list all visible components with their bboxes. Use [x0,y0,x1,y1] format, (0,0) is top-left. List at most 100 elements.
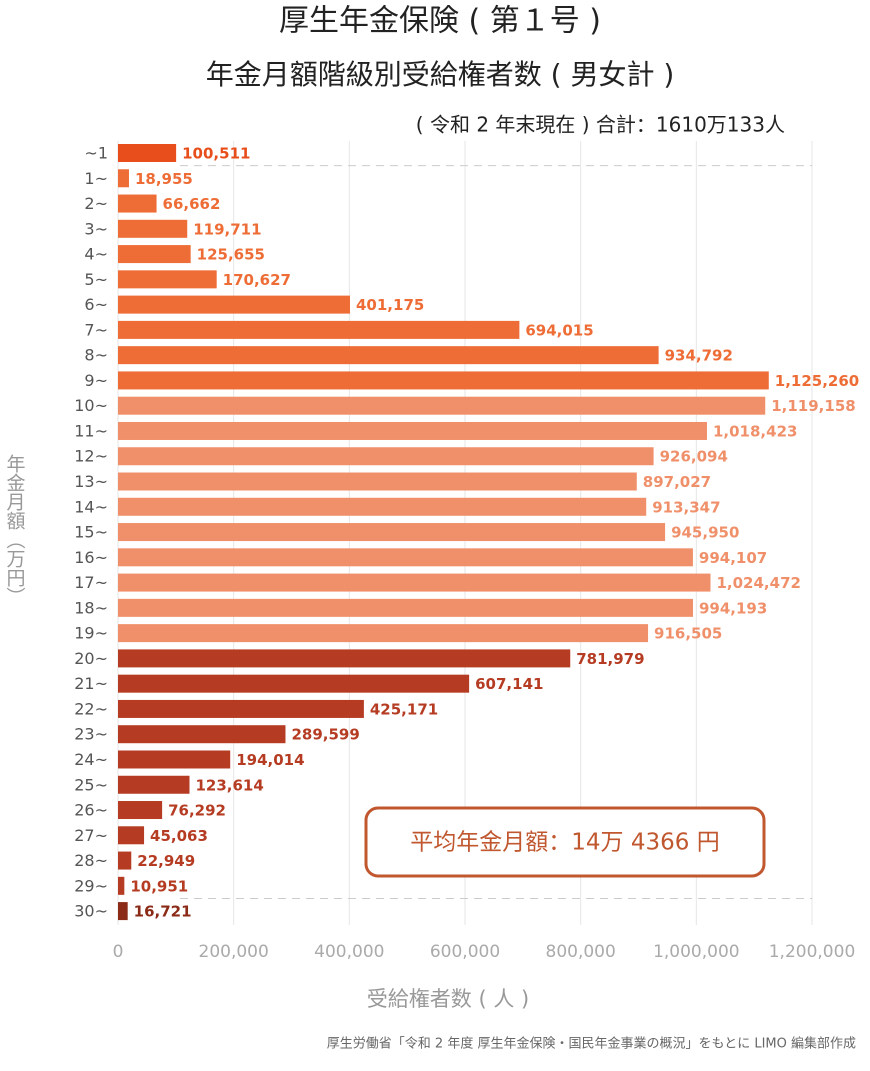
y-tick-label: 6~ [84,295,108,314]
value-label: 1,024,472 [716,574,800,592]
y-tick-label: 23~ [74,725,108,744]
chart-title: 厚生年金保険 ( 第１号 ) [279,4,601,39]
y-tick-label: 18~ [74,598,108,617]
y-tick-label: 10~ [74,396,108,415]
bar [118,295,351,314]
bar [118,472,637,491]
value-label: 934,792 [665,347,733,365]
y-tick-label: 4~ [84,245,108,264]
y-tick-label: 13~ [74,472,108,491]
value-label: 10,951 [130,877,188,895]
y-tick-label: 1~ [84,169,108,188]
value-label: 994,107 [699,549,767,567]
value-label: 897,027 [643,473,711,491]
value-label: 1,018,423 [713,422,797,440]
y-tick-label: 14~ [74,497,108,516]
value-label: 76,292 [168,802,226,820]
bar [118,219,188,238]
y-tick-label: 12~ [74,447,108,466]
y-tick-label: 11~ [74,421,108,440]
bar [118,775,190,794]
value-label: 100,511 [182,145,250,163]
y-tick-label: 8~ [84,346,108,365]
value-label: 45,063 [150,827,208,845]
value-label: 1,119,158 [771,397,855,415]
y-tick-label: 27~ [74,826,108,845]
value-label: 401,175 [356,296,424,314]
bar [118,548,693,567]
bar [118,270,217,289]
y-tick-label: 19~ [74,624,108,643]
source: 厚生労働省「令和 2 年度 厚生年金保険・国民年金事業の概況」をもとに LIMO… [327,1036,856,1052]
bar [118,497,647,516]
value-label: 16,721 [134,903,192,921]
y-tick-label: 17~ [74,573,108,592]
value-label: 781,979 [576,650,644,668]
x-tick-label: 600,000 [430,942,500,962]
x-tick-label: 0 [113,942,124,962]
bar [118,624,649,643]
y-tick-label: 5~ [84,270,108,289]
x-tick-label: 200,000 [199,942,269,962]
x-tick-label: 1,200,000 [769,942,856,962]
value-label: 913,347 [652,498,720,516]
value-label: 289,599 [291,726,359,744]
x-tick-label: 400,000 [314,942,384,962]
value-label: 66,662 [163,195,221,213]
y-tick-label: 29~ [74,876,108,895]
bar [118,750,231,769]
bar [118,447,654,466]
y-tick-label: 2~ [84,194,108,213]
value-label: 425,171 [370,700,438,718]
value-label: 125,655 [197,246,265,264]
y-tick-label: 26~ [74,801,108,820]
y-tick-label: 20~ [74,649,108,668]
y-tick-label: 16~ [74,548,108,567]
value-label: 170,627 [223,271,291,289]
bar [118,346,659,365]
bar [118,826,145,845]
bar [118,245,191,264]
value-label: 119,711 [193,220,261,238]
y-tick-label: 30~ [74,902,108,921]
y-tick-label: 7~ [84,320,108,339]
y-tick-label: 28~ [74,851,108,870]
annotation-box [364,806,766,878]
bar [118,371,769,390]
bar [118,699,364,718]
value-label: 926,094 [660,448,728,466]
value-label: 123,614 [195,776,263,794]
x-axis-label: 受給権者数 ( 人 ) [367,987,529,1011]
y-tick-label: ~1 [84,144,108,163]
value-label: 694,015 [525,321,593,339]
y-tick-label: 22~ [74,699,108,718]
bar [118,801,163,820]
bar [118,523,666,542]
value-label: 194,014 [236,751,304,769]
bar [118,194,157,213]
annotation: 平均年金月額：14万 4366 円 [410,830,719,856]
value-label: 18,955 [135,170,193,188]
chart-subtitle: 年金月額階級別受給権者数 ( 男女計 ) [206,58,675,91]
bar [118,144,177,162]
bar [118,876,125,895]
bar [118,320,520,339]
bar [118,421,707,440]
y-axis-label: 年金月額（万円） [4,454,26,606]
y-tick-label: 3~ [84,219,108,238]
bar [118,649,571,668]
bar [118,169,129,188]
bar [118,725,286,744]
y-tick-label: 21~ [74,674,108,693]
bar [118,902,128,921]
value-label: 22,949 [137,852,195,870]
x-tick-label: 800,000 [546,942,616,962]
bar [118,851,132,870]
value-label: 945,950 [671,524,739,542]
bar [118,573,711,592]
chart-note: ( 令和 2 年末現在 ) 合計：1610万133人 [416,113,785,137]
value-label: 607,141 [475,675,543,693]
value-label: 916,505 [654,625,722,643]
bar [118,396,766,415]
